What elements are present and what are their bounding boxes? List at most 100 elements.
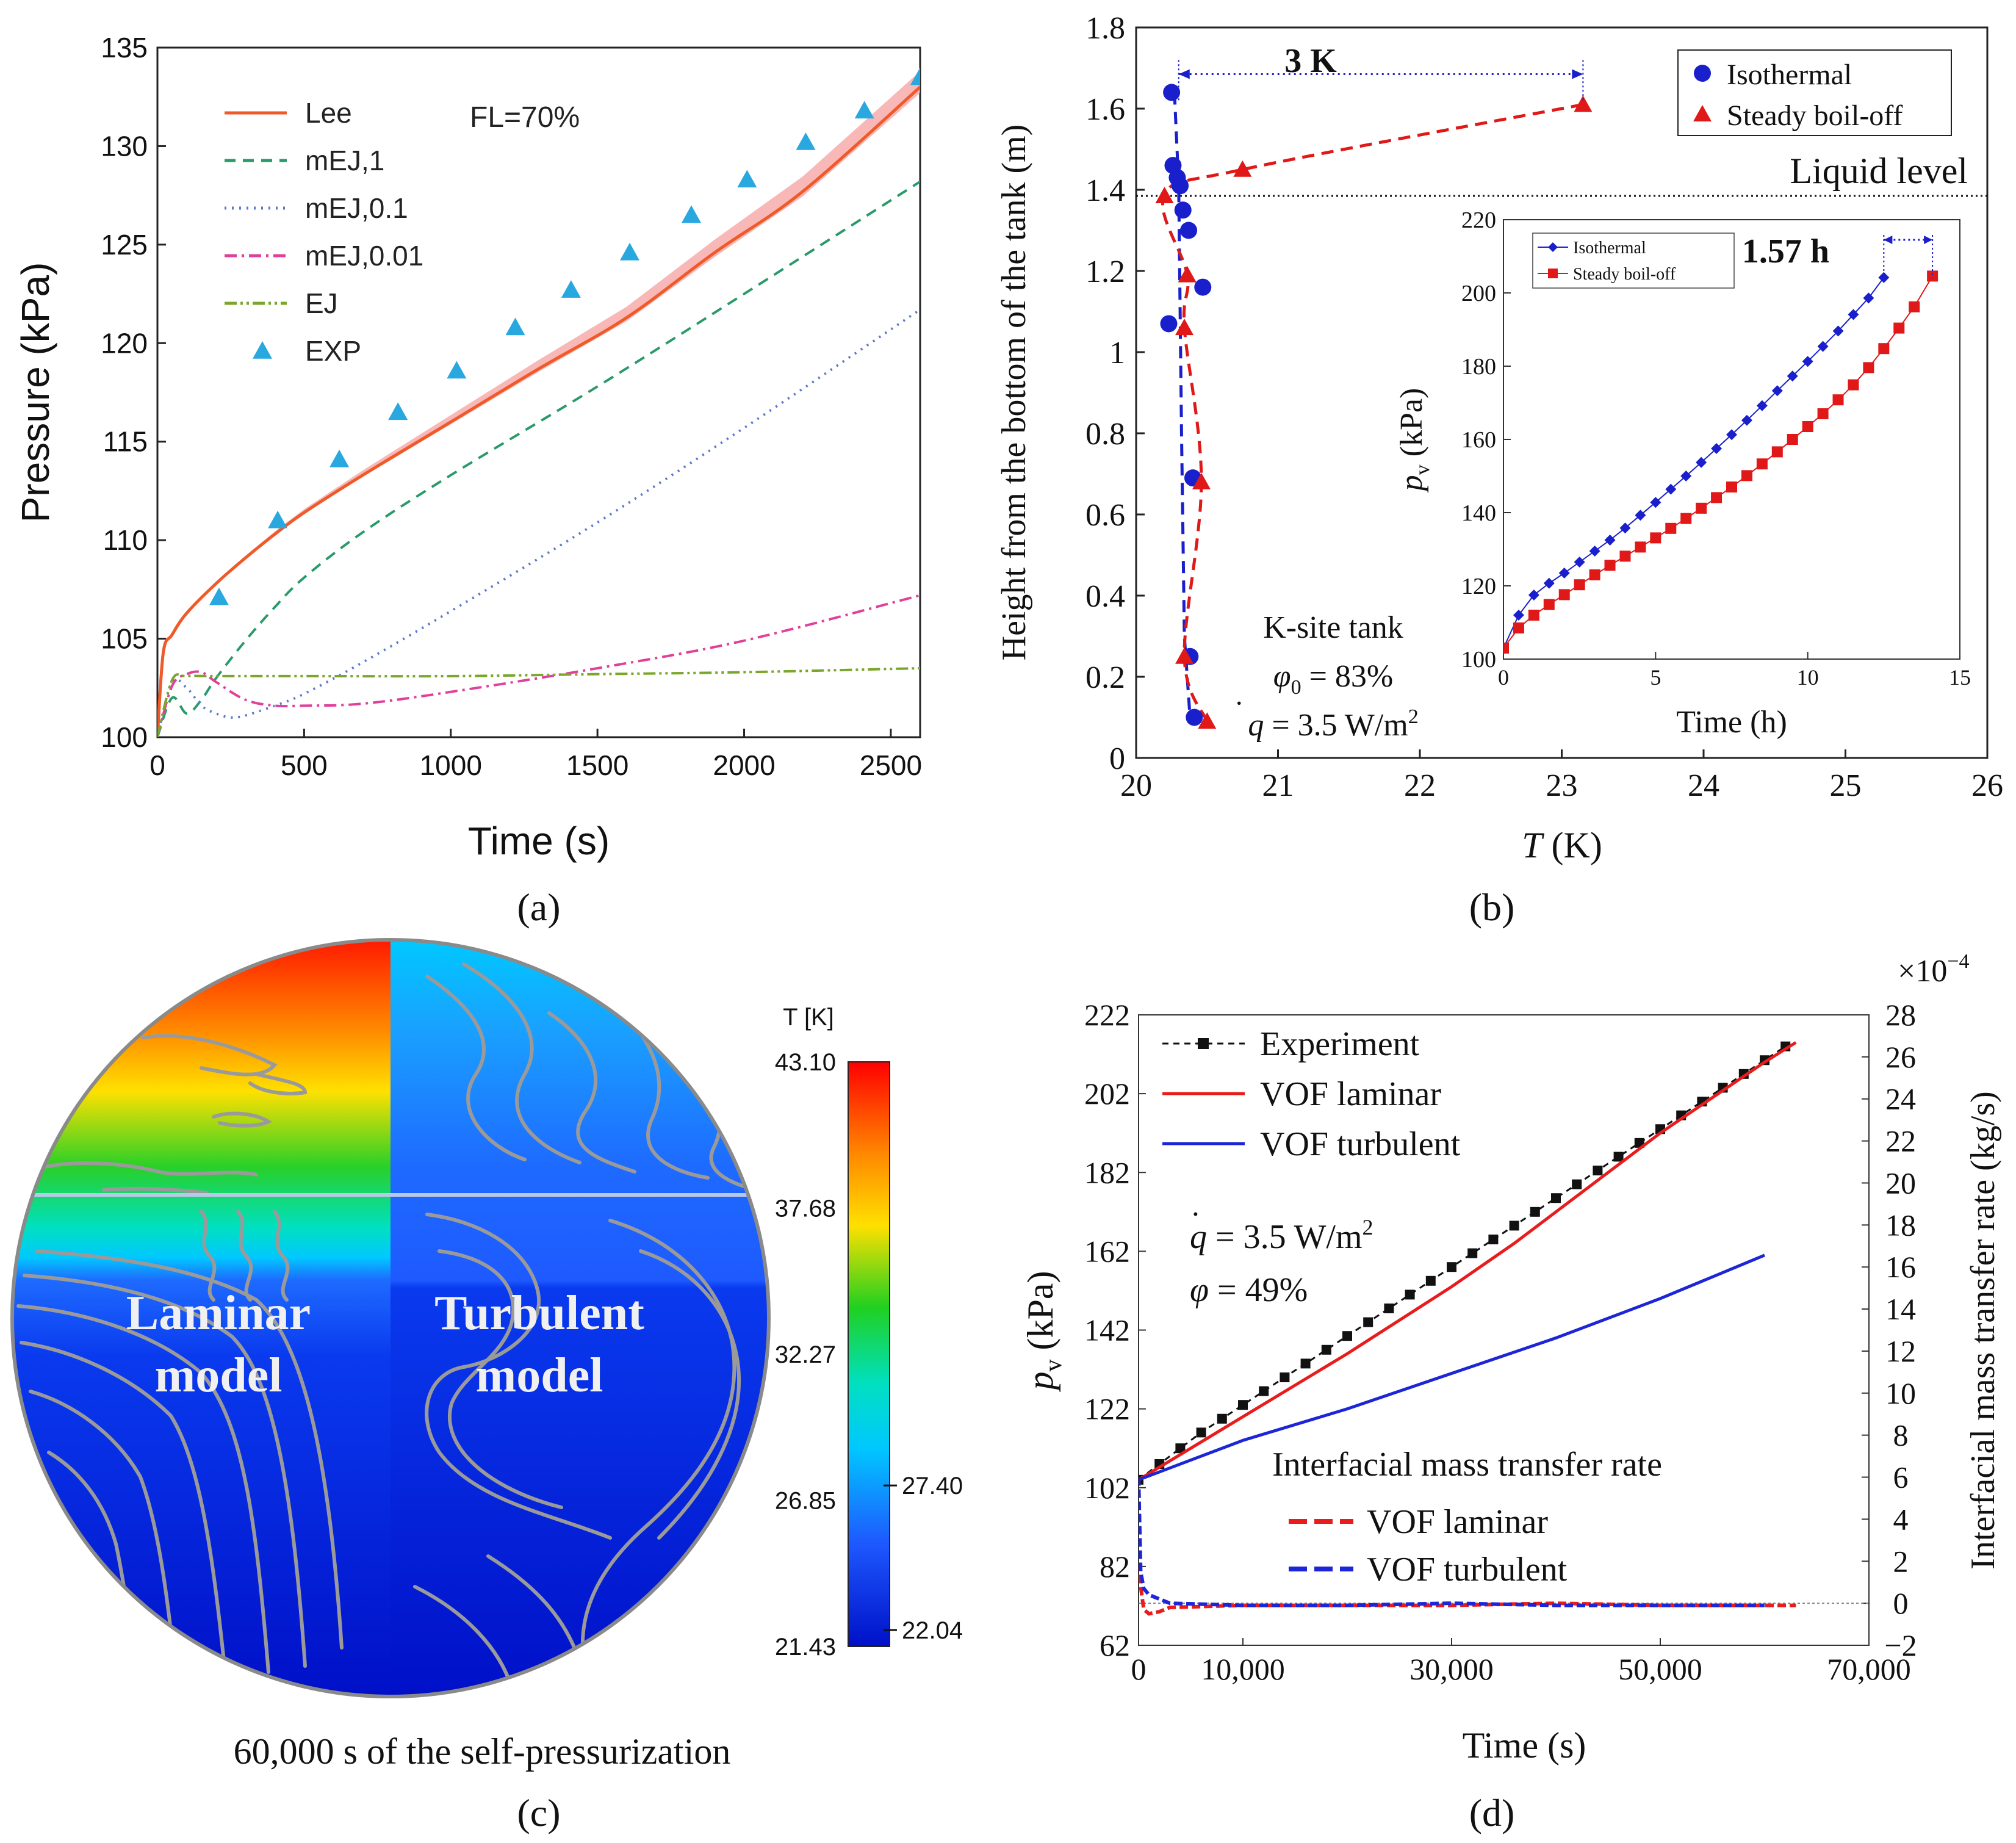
lee-uncertainty-band (157, 71, 920, 737)
mass-transfer-legend: VOF laminar VOF turbulent (1289, 1503, 1568, 1589)
inset-point-square (1696, 502, 1707, 514)
arrowhead-left (1884, 236, 1893, 244)
inset-point-square (1589, 569, 1600, 580)
experiment-point (1217, 1413, 1227, 1424)
y-tick-label: 162 (1084, 1234, 1130, 1268)
streamline (212, 1111, 273, 1128)
inset-point-square (1817, 408, 1829, 419)
y2-tick-label: 10 (1885, 1376, 1916, 1410)
inset-delta-arrow (1883, 235, 1934, 278)
x-tick-label: 10,000 (1201, 1652, 1285, 1686)
inset-point-square (1787, 434, 1798, 445)
y-tick-label: 1.8 (1085, 11, 1125, 46)
inset-axis-ticks: 0 5 10 15 100 120 140 160 180 200 220 (1461, 207, 1971, 690)
y2-tick-label: −2 (1884, 1628, 1917, 1662)
experiment-point (1363, 1317, 1373, 1327)
legend-marker (253, 341, 272, 359)
inset-point-square (1848, 379, 1859, 391)
y2-tick-label: 0 (1893, 1586, 1909, 1620)
exp-point (447, 361, 467, 379)
legend-label: VOF turbulent (1260, 1125, 1461, 1163)
legend-label: VOF laminar (1260, 1075, 1441, 1113)
y2-tick-label: 8 (1893, 1418, 1909, 1452)
streamline (142, 1034, 278, 1077)
inset-point-diamond (1787, 370, 1798, 382)
y-tick-label: 82 (1100, 1549, 1130, 1584)
inset-point-square (1558, 589, 1570, 601)
inset-point-diamond (1696, 456, 1707, 468)
experiment-point (1593, 1166, 1603, 1176)
x-tick-label: 22 (1404, 768, 1436, 803)
colorbar-marker-label: 27.40 (902, 1473, 963, 1499)
inset-point-diamond (1574, 557, 1585, 568)
legend-label: mEJ,0.01 (305, 240, 423, 272)
inset-point-diamond (1771, 385, 1783, 397)
inset-point-square (1726, 481, 1737, 492)
colorbar-labels: 43.10 37.68 32.27 26.85 21.43 27.40 22.04 (775, 1049, 963, 1661)
streamline (437, 1249, 563, 1509)
x-tick-label: 0 (1131, 1652, 1147, 1686)
inset-point-diamond (1558, 568, 1570, 579)
steady-boil-off-point (1574, 95, 1593, 112)
y-tick-label: 0.6 (1085, 498, 1125, 533)
y2-tick-label: 20 (1885, 1166, 1916, 1200)
inset-point-square (1604, 560, 1616, 571)
x-tick-label: 2500 (860, 749, 922, 781)
series-mej-0-01 (157, 594, 920, 737)
inset-point-square (1650, 532, 1661, 544)
y-tick-label: 102 (1084, 1471, 1130, 1505)
inset-point-diamond (1604, 535, 1616, 546)
legend-marker (1694, 65, 1711, 82)
inset-y-tick-label: 120 (1461, 574, 1496, 599)
y-tick-label: 110 (103, 524, 148, 556)
y2-multiplier: ×10−4 (1898, 950, 1970, 989)
streamline (35, 1161, 258, 1177)
exp-point (505, 317, 525, 336)
inset-point-square (1503, 643, 1509, 654)
y2-tick-label: 26 (1885, 1040, 1916, 1074)
inset-point-diamond (1635, 510, 1646, 521)
isothermal-point (1163, 84, 1181, 101)
streamline (29, 1390, 179, 1686)
panel-b-temperature-profile: 20 21 22 23 24 25 26 0 0.2 0.4 0.6 0.8 1 1.2 1.4 1.6 1.8… (995, 11, 2003, 929)
inset-point-diamond (1741, 414, 1752, 426)
inset-legend-marker (1548, 269, 1558, 278)
legend-label: Lee (305, 97, 352, 129)
delta-label-3k: 3 K (1284, 42, 1337, 80)
inset-pressure-chart: 0 5 10 15 100 120 140 160 180 200 220 1.57 h Isoth… (1394, 207, 1971, 740)
series-lee (157, 85, 920, 737)
inset-x-tick-label: 5 (1650, 665, 1661, 690)
experiment-point (1509, 1221, 1519, 1231)
streamline (102, 1186, 209, 1195)
x-tick-label: 1000 (420, 749, 482, 781)
arrowhead-right (1924, 236, 1933, 244)
series-mej-1 (157, 180, 920, 737)
legend-label: mEJ,0.1 (305, 192, 408, 224)
panel-label-b: (b) (1469, 885, 1515, 929)
annotation-fill-level: FL=70% (470, 101, 580, 134)
legend-box (1677, 49, 1952, 136)
streamline (35, 1249, 344, 1650)
exp-point (796, 132, 816, 150)
streamline (200, 1210, 217, 1302)
legend-label: mEJ,1 (305, 145, 384, 176)
colorbar-title: T [K] (783, 1004, 834, 1031)
inset-point-square (1635, 541, 1646, 553)
inset-point-square (1528, 610, 1539, 621)
y2-tick-label: 28 (1885, 998, 1916, 1032)
y-tick-label: 100 (101, 721, 148, 753)
inset-point-square (1513, 622, 1524, 633)
y-tick-label: 130 (101, 130, 148, 162)
inset-y-tick-label: 180 (1461, 354, 1496, 380)
inset-point-square (1878, 343, 1890, 355)
y-tick-label: 0.2 (1085, 660, 1125, 695)
steady-boil-off-point (1192, 472, 1211, 489)
series-group (157, 67, 920, 737)
fill-ratio-label: φ0 = 83% (1273, 659, 1393, 699)
x-axis-label: Time (s) (468, 819, 610, 863)
inset-y-tick-label: 100 (1461, 647, 1496, 673)
inset-point-square (1680, 513, 1692, 524)
inset-point-square (1574, 579, 1585, 591)
inset-point-square (1909, 301, 1920, 312)
x-tick-label: 20 (1120, 768, 1152, 803)
